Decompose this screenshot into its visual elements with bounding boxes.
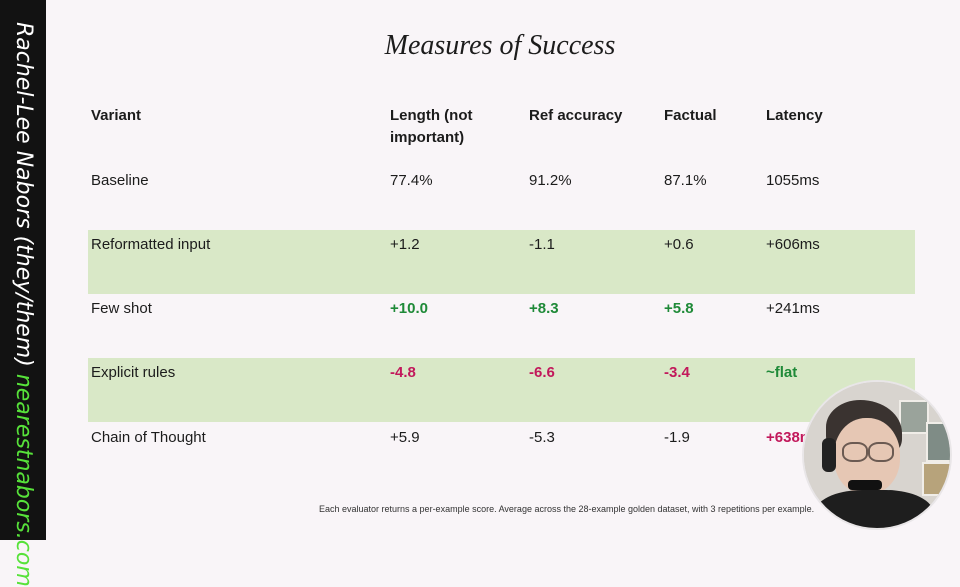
cell-ref-accuracy: +8.3 [529, 300, 559, 317]
microphone-icon [848, 480, 882, 490]
cell-ref-accuracy: 91.2% [529, 172, 572, 189]
wall-picture-frame [899, 400, 929, 434]
glasses-left-lens [842, 442, 868, 462]
header-factual: Factual [664, 107, 717, 124]
header-ref-accuracy: Ref accuracy [529, 107, 623, 124]
cell-ref-accuracy: -6.6 [529, 364, 555, 381]
cell-variant: Few shot [91, 300, 152, 317]
cell-variant: Explicit rules [91, 364, 176, 381]
cell-ref-accuracy: -1.1 [529, 236, 555, 253]
cell-variant: Baseline [91, 172, 149, 189]
cell-factual: +5.8 [664, 300, 694, 317]
glasses-right-lens [868, 442, 894, 462]
cell-factual: -1.9 [664, 429, 690, 446]
speaker-sidebar: Rachel-Lee Nabors (they/them) nearestnab… [0, 0, 46, 587]
cell-variant: Chain of Thought [91, 429, 206, 446]
row-highlight-reformatted [88, 230, 915, 294]
cell-ref-accuracy: -5.3 [529, 429, 555, 446]
header-variant: Variant [91, 107, 142, 124]
slide-footnote: Each evaluator returns a per-example sco… [319, 504, 815, 514]
cell-factual: 87.1% [664, 172, 707, 189]
header-length: Length (not important) [390, 107, 473, 146]
header-latency: Latency [766, 107, 823, 124]
cell-variant: Reformatted input [91, 236, 211, 253]
presenter-shirt [814, 490, 934, 528]
row-highlight-explicit-rules [88, 358, 915, 422]
slide-title: Measures of Success [384, 30, 616, 61]
cell-latency: ~flat [766, 364, 798, 381]
wall-picture-frame [926, 422, 950, 462]
cell-length: 77.4% [390, 172, 433, 189]
cell-length: -4.8 [390, 364, 416, 381]
presenter-webcam [802, 380, 952, 530]
cell-factual: +0.6 [664, 236, 694, 253]
cell-length: +5.9 [390, 429, 420, 446]
headset-icon [822, 438, 836, 472]
cell-latency: +241ms [766, 300, 820, 317]
cell-latency: 1055ms [766, 172, 820, 189]
cell-latency: +606ms [766, 236, 820, 253]
wall-picture-frame [922, 462, 950, 496]
cell-factual: -3.4 [664, 364, 690, 381]
results-table: Variant Length (not important) Ref accur… [88, 107, 915, 446]
cell-length: +1.2 [390, 236, 420, 253]
cell-length: +10.0 [390, 300, 428, 317]
